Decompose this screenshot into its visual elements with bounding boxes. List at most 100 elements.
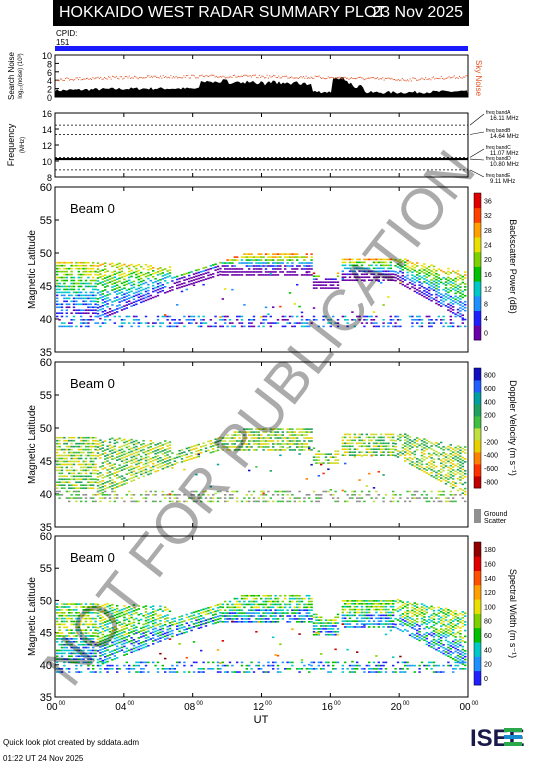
velocity-cell	[92, 501, 94, 503]
power-cell	[58, 312, 60, 314]
velocity-cell	[394, 443, 396, 445]
velocity-cell	[63, 461, 65, 463]
velocity-cell	[344, 434, 346, 436]
velocity-cell	[130, 442, 132, 444]
velocity-cell	[92, 455, 94, 457]
power-cell	[198, 281, 200, 283]
velocity-cell	[423, 471, 425, 473]
width-cell	[250, 601, 252, 603]
velocity-cell	[370, 448, 372, 450]
velocity-cell	[404, 448, 406, 450]
width-cell	[138, 643, 140, 645]
velocity-cell	[135, 440, 137, 442]
width-cell	[195, 611, 197, 613]
sky-noise-dot	[354, 78, 355, 79]
velocity-cell	[190, 446, 192, 448]
width-cell	[150, 615, 152, 617]
power-cell	[286, 265, 288, 267]
power-cell	[452, 306, 454, 308]
power-cell	[284, 316, 286, 318]
power-cell	[128, 303, 130, 305]
sky-noise-dot	[248, 76, 249, 77]
power-cell	[82, 271, 84, 273]
width-cell	[188, 619, 190, 621]
power-cell	[68, 306, 70, 308]
velocity-cell	[164, 455, 166, 457]
power-cell	[164, 314, 166, 316]
power-cell	[75, 268, 77, 270]
power-cell	[128, 289, 130, 291]
velocity-cell	[416, 458, 418, 460]
freq-band-leader	[470, 132, 484, 135]
sky-noise-dot	[109, 77, 110, 78]
velocity-cell	[164, 458, 166, 460]
velocity-cell	[296, 437, 298, 439]
velocity-cell	[154, 465, 156, 467]
power-cell	[289, 274, 291, 276]
velocity-cell	[354, 448, 356, 450]
sky-noise-dot	[170, 75, 171, 76]
velocity-cell	[140, 474, 142, 476]
sky-noise-dot	[419, 79, 420, 80]
velocity-cell	[409, 463, 411, 465]
velocity-cell	[169, 450, 171, 452]
velocity-cell	[289, 440, 291, 442]
power-cell	[138, 276, 140, 278]
sky-noise-dot	[115, 77, 116, 78]
sky-noise-dot	[68, 78, 69, 79]
power-cell	[246, 265, 248, 267]
width-cell	[174, 620, 176, 622]
power-cell	[186, 279, 188, 281]
velocity-cell	[99, 484, 101, 486]
velocity-cell	[334, 491, 336, 493]
sky-noise-dot	[406, 80, 407, 81]
power-cell	[255, 256, 257, 258]
width-cell	[219, 609, 221, 611]
velocity-cell	[66, 443, 68, 445]
velocity-cell	[97, 446, 99, 448]
velocity-cell	[286, 440, 288, 442]
velocity-cell	[298, 497, 300, 499]
velocity-cell	[296, 497, 298, 499]
power-cell	[397, 316, 399, 318]
width-cell	[224, 609, 226, 611]
velocity-cell	[104, 488, 106, 490]
power-cell	[56, 271, 58, 273]
power-cell	[75, 283, 77, 285]
width-cell	[186, 622, 188, 624]
velocity-colorbar-segment	[474, 464, 481, 476]
width-cell	[150, 621, 152, 623]
velocity-cell	[135, 446, 137, 448]
velocity-cell	[90, 478, 92, 480]
power-cell	[142, 280, 144, 282]
velocity-cell	[380, 443, 382, 445]
velocity-cell	[318, 497, 320, 499]
sky-noise-dot	[241, 76, 242, 77]
power-cell	[56, 306, 58, 308]
velocity-cell	[150, 458, 152, 460]
width-cell	[126, 668, 128, 670]
width-cell	[193, 671, 195, 673]
width-cell	[130, 668, 132, 670]
velocity-cell	[440, 471, 442, 473]
velocity-cell	[452, 469, 454, 471]
velocity-cell	[147, 494, 149, 496]
velocity-cell	[68, 497, 70, 499]
power-cell	[90, 265, 92, 267]
width-cell	[222, 607, 224, 609]
velocity-cell	[325, 453, 327, 455]
width-cell	[140, 633, 142, 635]
velocity-cell	[435, 478, 437, 480]
velocity-cell	[454, 453, 456, 455]
power-ytick-label: 45	[40, 281, 52, 293]
width-cell	[142, 644, 144, 646]
width-cell	[126, 662, 128, 664]
power-cell	[250, 322, 252, 324]
power-cell	[248, 253, 250, 255]
velocity-cell	[68, 484, 70, 486]
velocity-cell	[286, 447, 288, 449]
power-cell	[70, 280, 72, 282]
power-cell	[58, 283, 60, 285]
width-cell	[56, 606, 58, 608]
velocity-cell	[66, 455, 68, 457]
